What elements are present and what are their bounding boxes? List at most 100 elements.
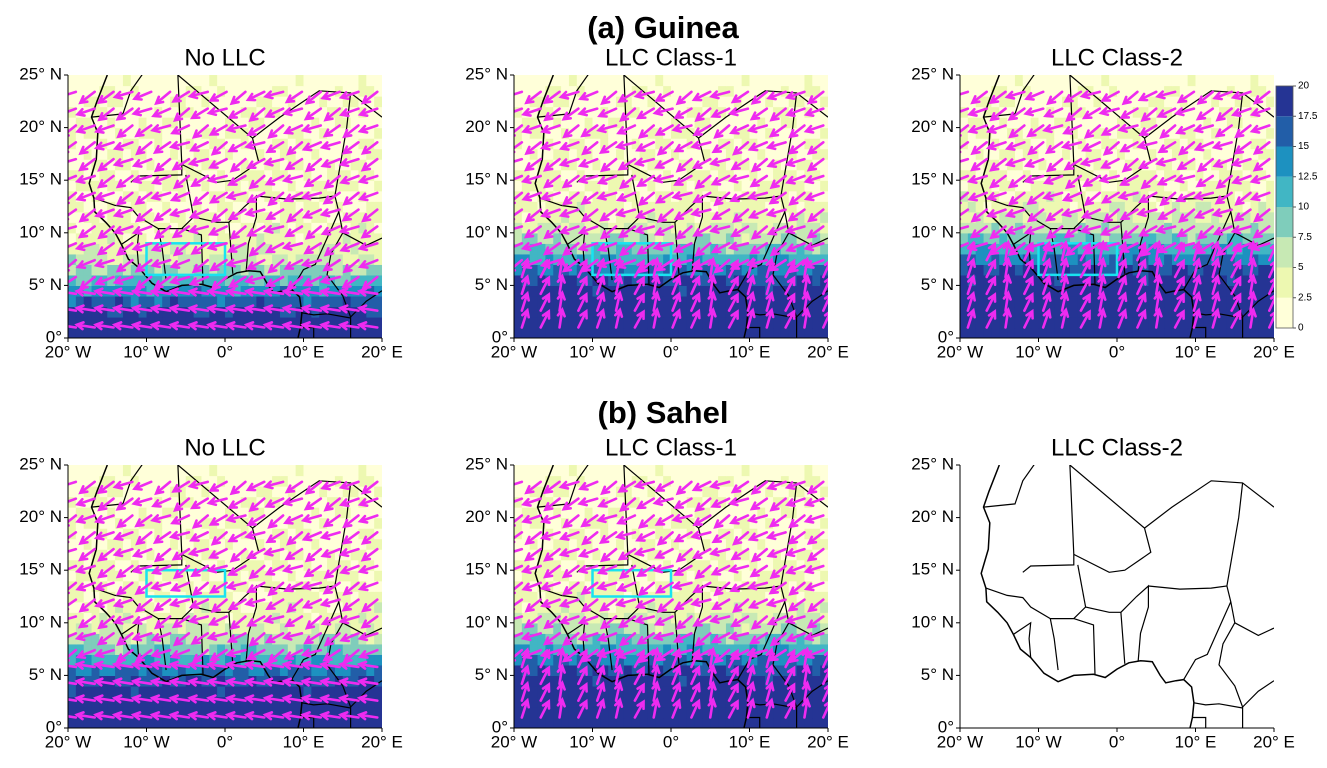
x-tick-label: 10° E: [729, 342, 771, 361]
shading-cell: [335, 327, 343, 338]
shading-cell: [812, 327, 820, 338]
shading-cell: [976, 306, 984, 317]
shading-cell: [624, 296, 632, 307]
shading-cell: [296, 465, 304, 476]
y-tick-label: 15° N: [19, 170, 62, 189]
y-tick-label: 5° N: [475, 275, 508, 294]
shading-cell: [577, 327, 585, 338]
shading-cell: [773, 75, 781, 86]
shading-cell: [272, 623, 280, 634]
shading-cell: [264, 644, 272, 655]
shading-cell: [296, 75, 304, 86]
shading-cell: [1203, 306, 1211, 317]
shading-cell: [687, 75, 695, 86]
shading-cell: [647, 180, 655, 191]
shading-cell: [553, 233, 561, 244]
shading-cell: [804, 327, 812, 338]
shading-cell: [249, 465, 257, 476]
shading-cell: [374, 696, 382, 707]
shading-cell: [561, 317, 569, 328]
shading-cell: [695, 75, 703, 86]
x-tick-label: 0°: [663, 342, 679, 361]
shading-cell: [976, 201, 984, 212]
y-tick-label: 25° N: [465, 64, 508, 83]
shading-cell: [757, 306, 765, 317]
shading-cell: [1093, 149, 1101, 160]
shading-cell: [374, 180, 382, 191]
x-tick-label: 0°: [217, 342, 233, 361]
shading-cell: [68, 486, 76, 497]
shading-cell: [374, 465, 382, 476]
shading-cell: [311, 686, 319, 697]
shading-cell: [374, 96, 382, 107]
shading-cell: [201, 570, 209, 581]
shading-cell: [343, 75, 351, 86]
shading-cell: [335, 465, 343, 476]
shading-cell: [999, 327, 1007, 338]
shading-cell: [757, 327, 765, 338]
shading-cell: [1227, 75, 1235, 86]
shading-cell: [335, 296, 343, 307]
shading-cell: [178, 327, 186, 338]
shading-cell: [1219, 317, 1227, 328]
shading-cell: [1039, 75, 1047, 86]
shading-cell: [789, 327, 797, 338]
shading-cell: [107, 686, 115, 697]
shading-cell: [1243, 180, 1251, 191]
shading-cell: [68, 327, 76, 338]
shading-cell: [358, 476, 366, 487]
y-tick-label: 5° N: [921, 275, 954, 294]
shading-cell: [107, 233, 115, 244]
shading-cell: [366, 717, 374, 728]
shading-cell: [351, 180, 359, 191]
shading-cell: [68, 686, 76, 697]
shading-cell: [304, 476, 312, 487]
shading-cell: [123, 696, 131, 707]
shading-cell: [530, 75, 538, 86]
shading-cell: [1054, 128, 1062, 139]
shading-cell: [256, 327, 264, 338]
shading-cell: [264, 465, 272, 476]
x-tick-label: 10° W: [123, 342, 169, 361]
shading-cell: [695, 327, 703, 338]
shading-cell: [561, 75, 569, 86]
shading-cell: [147, 465, 155, 476]
shading-cell: [217, 686, 225, 697]
shading-cell: [225, 465, 233, 476]
y-tick-label: 25° N: [911, 64, 954, 83]
shading-cell: [647, 327, 655, 338]
shading-cell: [804, 75, 812, 86]
shading-cell: [616, 149, 624, 160]
shading-cell: [1211, 327, 1219, 338]
shading-cell: [272, 233, 280, 244]
shading-cell: [343, 644, 351, 655]
shading-cell: [1086, 327, 1094, 338]
map-area: [58, 54, 383, 339]
shading-cell: [147, 486, 155, 497]
y-tick-label: 15° N: [911, 170, 954, 189]
shading-cell: [1070, 296, 1078, 307]
shading-cell: [968, 86, 976, 97]
shading-cell: [640, 75, 648, 86]
shading-cell: [139, 465, 147, 476]
shading-cell: [812, 296, 820, 307]
shading-cell: [201, 602, 209, 613]
shading-cell: [107, 570, 115, 581]
shading-cell: [162, 518, 170, 529]
shading-cell: [624, 327, 632, 338]
shading-cell: [1258, 275, 1266, 286]
shading-cell: [757, 149, 765, 160]
shading-cell: [757, 296, 765, 307]
shading-cell: [68, 96, 76, 107]
shading-cell: [553, 75, 561, 86]
x-tick-label: 0°: [1109, 342, 1125, 361]
shading-cell: [68, 717, 76, 728]
shading-cell: [374, 86, 382, 97]
shading-cell: [280, 75, 288, 86]
shading-cell: [585, 75, 593, 86]
shading-cell: [201, 465, 209, 476]
shading-cell: [1015, 317, 1023, 328]
shading-cell: [280, 717, 288, 728]
shading-cell: [1227, 327, 1235, 338]
